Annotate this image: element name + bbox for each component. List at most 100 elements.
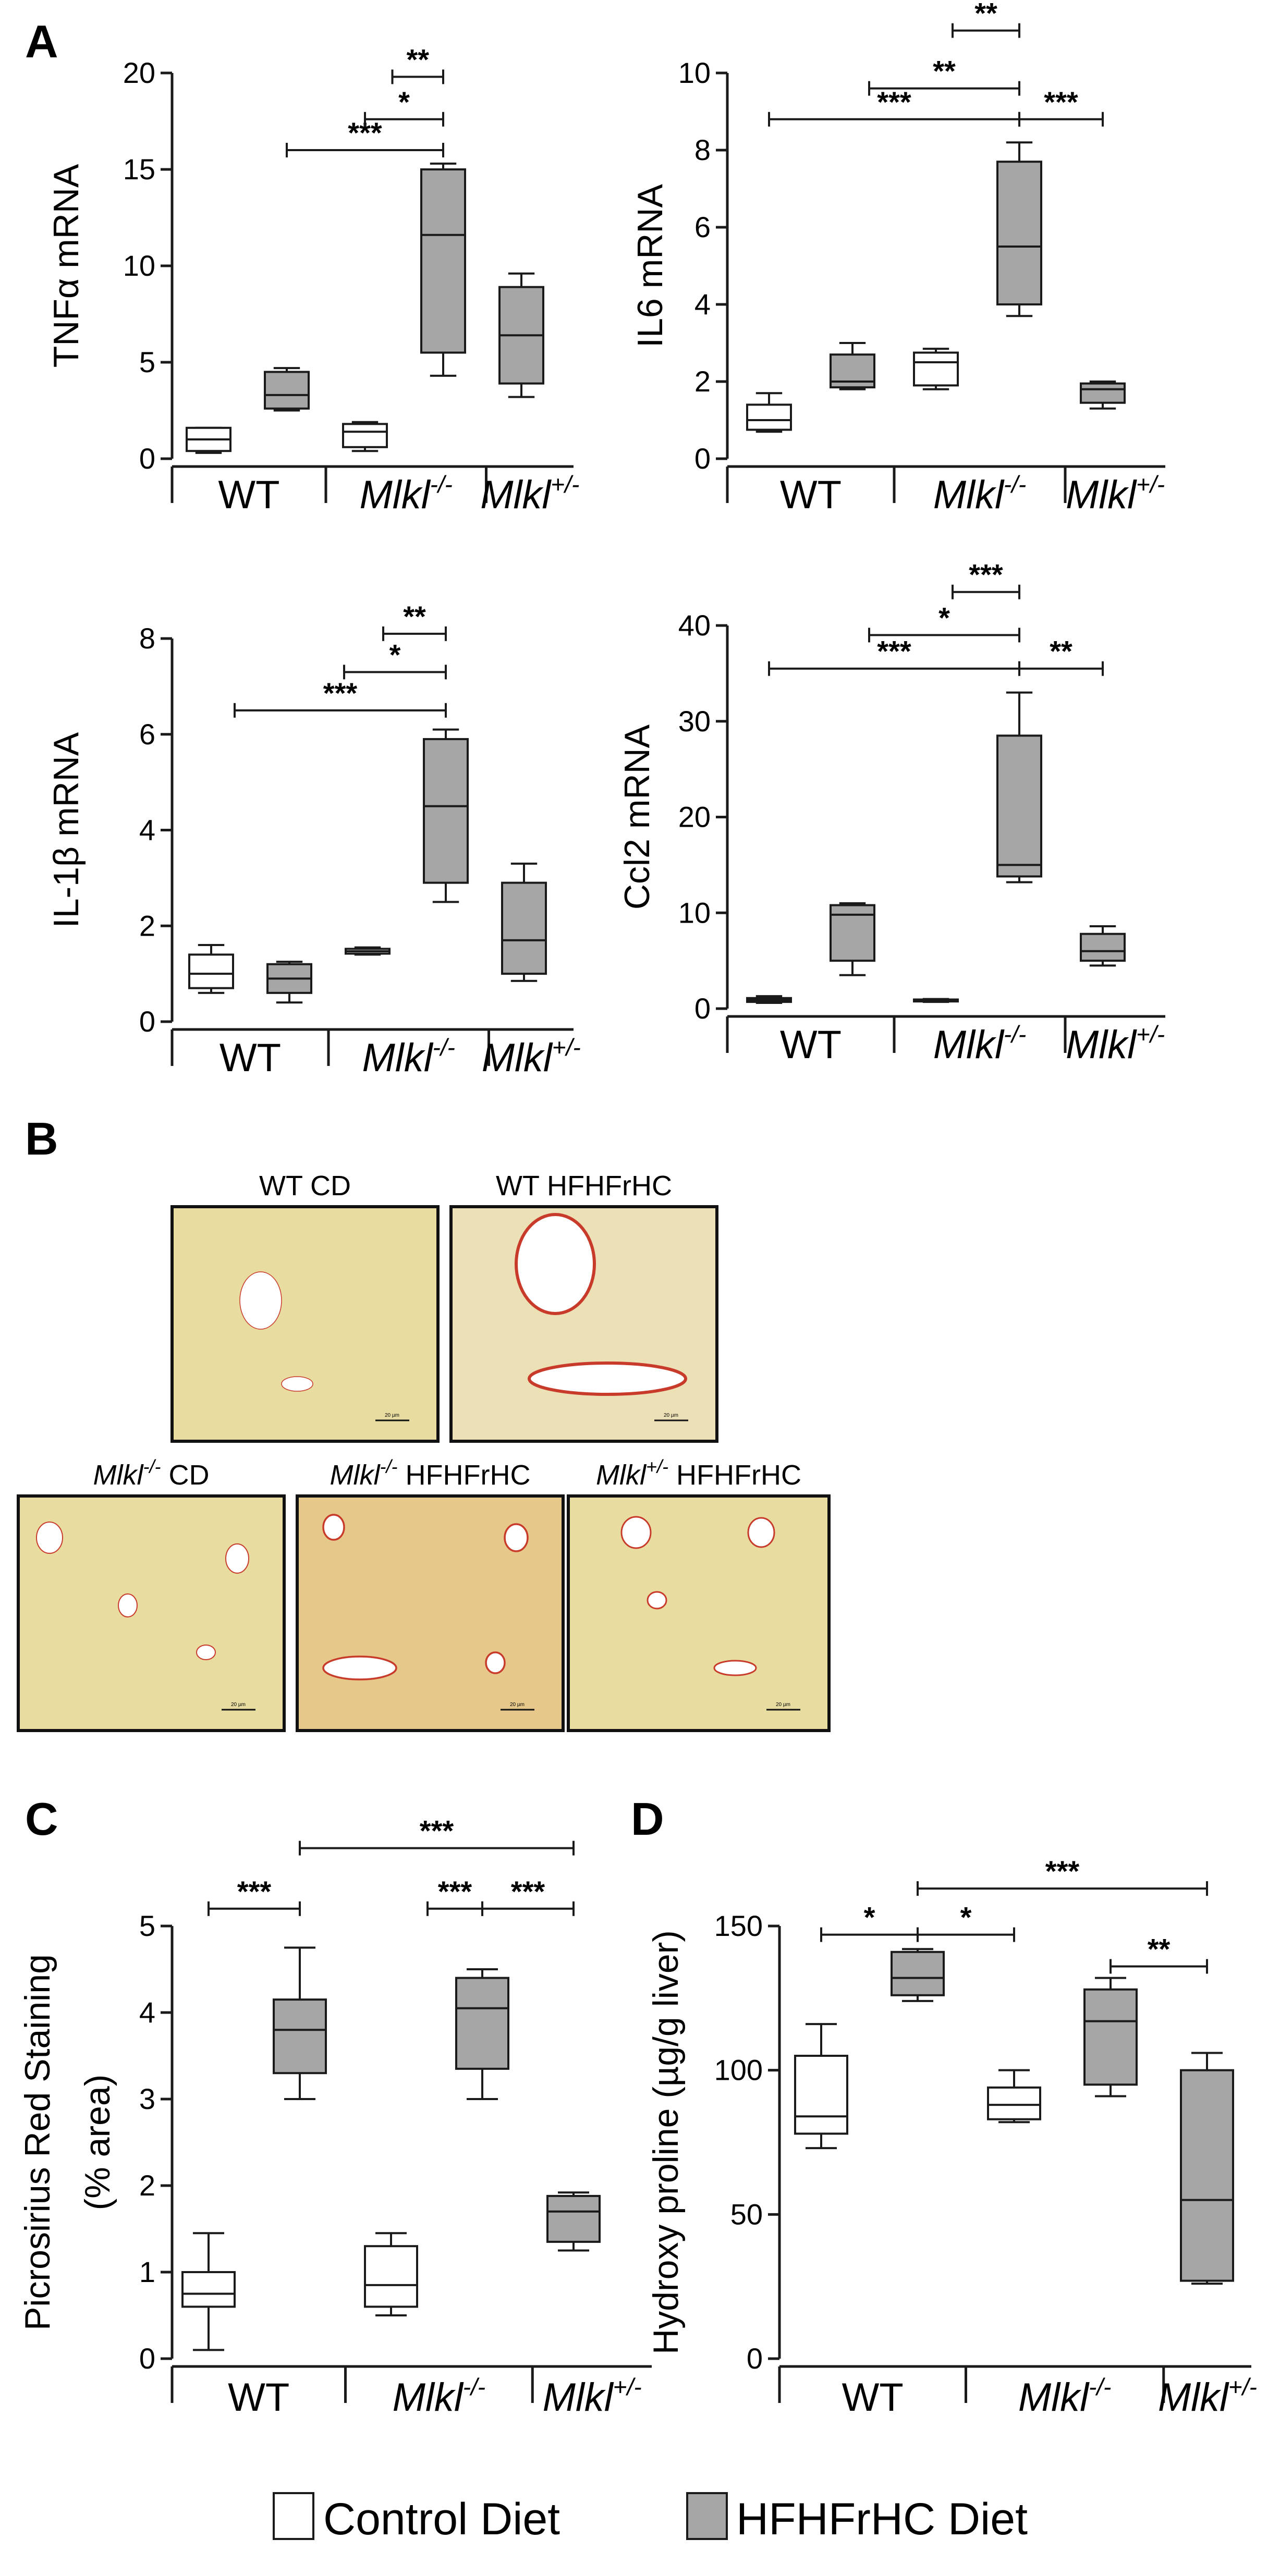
group-label-wt: WT bbox=[780, 1023, 842, 1067]
box-iqr bbox=[830, 904, 875, 962]
box-iqr bbox=[188, 953, 234, 989]
vessel bbox=[713, 1660, 757, 1676]
box-iqr bbox=[181, 2271, 236, 2308]
micrograph-label: Mlkl-/- CD bbox=[93, 1456, 210, 1491]
group-label-mlkl-het: Mlkl+/- bbox=[543, 2373, 642, 2420]
vessel bbox=[528, 1361, 687, 1396]
vessel bbox=[620, 1516, 652, 1549]
significance-stars: ** bbox=[1148, 1932, 1171, 1965]
micrograph-1: WT CD 20 µm bbox=[170, 1170, 440, 1443]
panel-letter-a: A bbox=[25, 16, 58, 67]
box-mlkl-control bbox=[987, 2069, 1041, 2124]
box-iqr bbox=[1080, 382, 1126, 404]
y-tick-label: 10 bbox=[678, 896, 711, 929]
significance-bracket: ** bbox=[382, 600, 447, 641]
y-tick-label: 8 bbox=[139, 622, 155, 655]
y-tick-label: 8 bbox=[694, 133, 711, 166]
significance-bracket: *** bbox=[481, 1875, 575, 1916]
significance-stars: *** bbox=[877, 85, 911, 118]
y-tick-label: 3 bbox=[139, 2082, 155, 2115]
group-label-mlkl-ko: Mlkl-/- bbox=[360, 471, 453, 517]
significance-stars: ** bbox=[403, 600, 426, 633]
significance-stars: ** bbox=[1050, 635, 1072, 668]
scale-bar-label: 20 µm bbox=[776, 1702, 790, 1708]
box-mlkl-hfhfrhc bbox=[498, 272, 544, 398]
significance-bracket: *** bbox=[426, 1875, 483, 1916]
significance-stars: *** bbox=[877, 635, 911, 668]
y-tick-label: 0 bbox=[747, 2342, 763, 2375]
vessel bbox=[647, 1591, 667, 1610]
y-tick-label: 10 bbox=[123, 249, 155, 282]
box-wt-control bbox=[746, 995, 792, 1004]
significance-bracket: *** bbox=[768, 85, 1020, 127]
box-mlkl-hfhfrhc bbox=[1083, 1977, 1138, 2097]
group-label-mlkl-het: Mlkl+/- bbox=[1158, 2373, 1257, 2420]
micrograph-label: WT CD bbox=[259, 1170, 351, 1201]
y-tick-label: 20 bbox=[123, 56, 155, 89]
box-mlkl-hfhfrhc bbox=[1080, 381, 1126, 410]
box-wt-control bbox=[181, 2232, 236, 2351]
y-tick-label: 5 bbox=[139, 346, 155, 378]
box-mlkl-hfhfrhc bbox=[546, 2191, 601, 2252]
box-iqr bbox=[546, 2194, 601, 2243]
vessel bbox=[225, 1543, 249, 1574]
significance-bracket: ** bbox=[952, 0, 1020, 38]
group-label-mlkl-het: Mlkl+/- bbox=[480, 471, 579, 517]
significance-bracket: ** bbox=[868, 55, 1020, 96]
significance-bracket: *** bbox=[1018, 85, 1104, 127]
significance-bracket: *** bbox=[208, 1875, 301, 1916]
y-tick-label: 0 bbox=[139, 2342, 155, 2375]
significance-stars: * bbox=[398, 85, 410, 118]
y-tick-label: 100 bbox=[714, 2054, 763, 2087]
box-wt-hfhfrhc bbox=[830, 902, 875, 976]
group-label-mlkl-ko: Mlkl-/- bbox=[1018, 2373, 1112, 2420]
box-iqr bbox=[501, 881, 547, 975]
box-iqr bbox=[996, 161, 1042, 305]
y-axis-label: IL-1β mRNA bbox=[46, 732, 86, 928]
significance-stars: *** bbox=[438, 1875, 472, 1908]
box-iqr bbox=[996, 734, 1042, 878]
significance-stars: *** bbox=[969, 558, 1003, 591]
y-tick-label: 15 bbox=[123, 153, 155, 186]
group-label-wt: WT bbox=[220, 1036, 281, 1080]
significance-stars: * bbox=[960, 1901, 972, 1934]
box-iqr bbox=[913, 351, 959, 387]
group-label-mlkl-het: Mlkl+/- bbox=[1066, 471, 1165, 517]
vessel bbox=[322, 1514, 345, 1541]
box-wt-control bbox=[794, 2023, 848, 2150]
y-tick-label: 40 bbox=[678, 609, 711, 642]
box-mlkl-hfhfrhc bbox=[420, 162, 466, 377]
panel-letter-b: B bbox=[25, 1113, 58, 1164]
box-iqr bbox=[420, 168, 466, 354]
micrograph-label: Mlkl+/- HFHFrHC bbox=[596, 1456, 801, 1491]
y-tick-label: 20 bbox=[678, 801, 711, 833]
box-iqr bbox=[342, 423, 388, 448]
significance-bracket: * bbox=[364, 85, 444, 127]
significance-stars: *** bbox=[1045, 1855, 1080, 1887]
box-iqr bbox=[273, 1998, 327, 2075]
y-tick-label: 6 bbox=[139, 718, 155, 751]
significance-stars: *** bbox=[511, 1875, 545, 1908]
scale-bar-label: 20 µm bbox=[231, 1702, 246, 1708]
significance-bracket: ** bbox=[1110, 1932, 1208, 1974]
box-iqr bbox=[1080, 933, 1126, 962]
significance-bracket: *** bbox=[768, 635, 1020, 676]
y-tick-label: 2 bbox=[694, 365, 711, 398]
significance-stars: *** bbox=[237, 1875, 272, 1908]
micrograph-5: Mlkl+/- HFHFrHC 20 µm bbox=[567, 1456, 831, 1732]
significance-bracket: ** bbox=[391, 43, 444, 84]
significance-stars: * bbox=[938, 601, 950, 634]
y-tick-label: 10 bbox=[678, 56, 711, 89]
box-mlkl-hfhfrhc bbox=[996, 691, 1042, 884]
y-axis-label: IL6 mRNA bbox=[630, 184, 670, 348]
significance-stars: *** bbox=[323, 677, 358, 709]
group-label-mlkl-ko: Mlkl-/- bbox=[362, 1034, 456, 1080]
box-wt-hfhfrhc bbox=[264, 367, 310, 412]
box-mlkl-hfhfrhc bbox=[455, 1968, 509, 2100]
significance-bracket: * bbox=[820, 1901, 919, 1942]
vessel bbox=[322, 1655, 397, 1680]
box-mlkl-control bbox=[913, 348, 959, 390]
